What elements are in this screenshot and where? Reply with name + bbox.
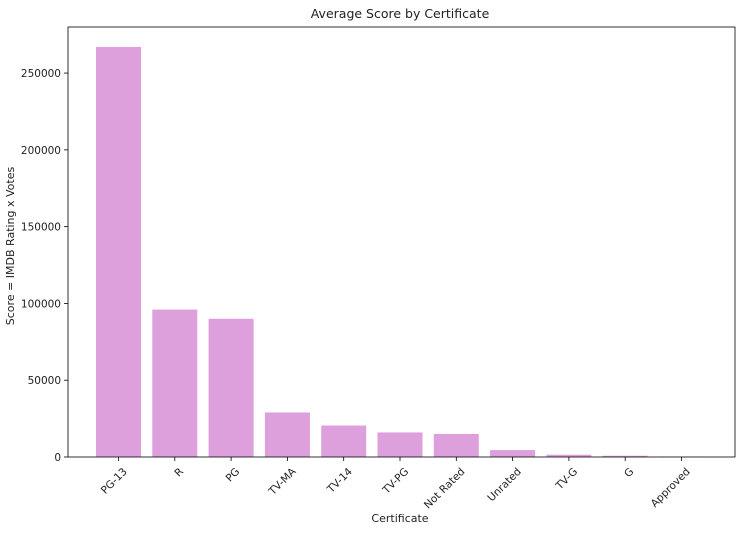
y-axis: 0 50000 100000 150000 200000 250000 bbox=[21, 68, 68, 464]
x-tick-label: Not Rated bbox=[422, 466, 468, 512]
bar-pg bbox=[209, 319, 254, 457]
x-tick-label: R bbox=[172, 466, 186, 480]
y-tick-label: 0 bbox=[54, 452, 61, 464]
x-tick-label: PG bbox=[224, 466, 243, 485]
bar-tv-ma bbox=[265, 412, 310, 457]
y-tick-label: 250000 bbox=[21, 68, 61, 80]
y-tick-label: 100000 bbox=[21, 298, 61, 310]
y-tick-label: 150000 bbox=[21, 222, 61, 234]
y-tick-label: 200000 bbox=[21, 145, 61, 157]
x-tick-label: G bbox=[622, 466, 636, 480]
x-tick-label: TV-14 bbox=[324, 466, 355, 497]
bar-not-rated bbox=[434, 434, 479, 457]
bar-tv-14 bbox=[321, 426, 366, 457]
bar-pg-13 bbox=[96, 47, 141, 457]
chart-title: Average Score by Certificate bbox=[311, 6, 490, 21]
bar-unrated bbox=[490, 450, 535, 457]
x-tick-label: Unrated bbox=[485, 466, 523, 504]
y-tick-label: 50000 bbox=[28, 375, 61, 387]
x-axis-label: Certificate bbox=[371, 512, 428, 525]
x-tick-label: TV-G bbox=[553, 466, 580, 493]
x-tick-label: TV-MA bbox=[266, 465, 299, 498]
x-tick-label: Approved bbox=[649, 466, 693, 510]
x-axis: PG-13 R PG TV-MA TV-14 TV-PG Not Rated Unrated T… bbox=[99, 457, 693, 511]
bar-r bbox=[152, 310, 197, 457]
y-axis-label: Score = IMDB Rating x Votes bbox=[4, 167, 17, 326]
bars-group bbox=[96, 47, 704, 457]
x-tick-label: TV-PG bbox=[380, 466, 411, 497]
bar-tv-pg bbox=[378, 432, 423, 457]
x-tick-label: PG-13 bbox=[99, 466, 130, 497]
